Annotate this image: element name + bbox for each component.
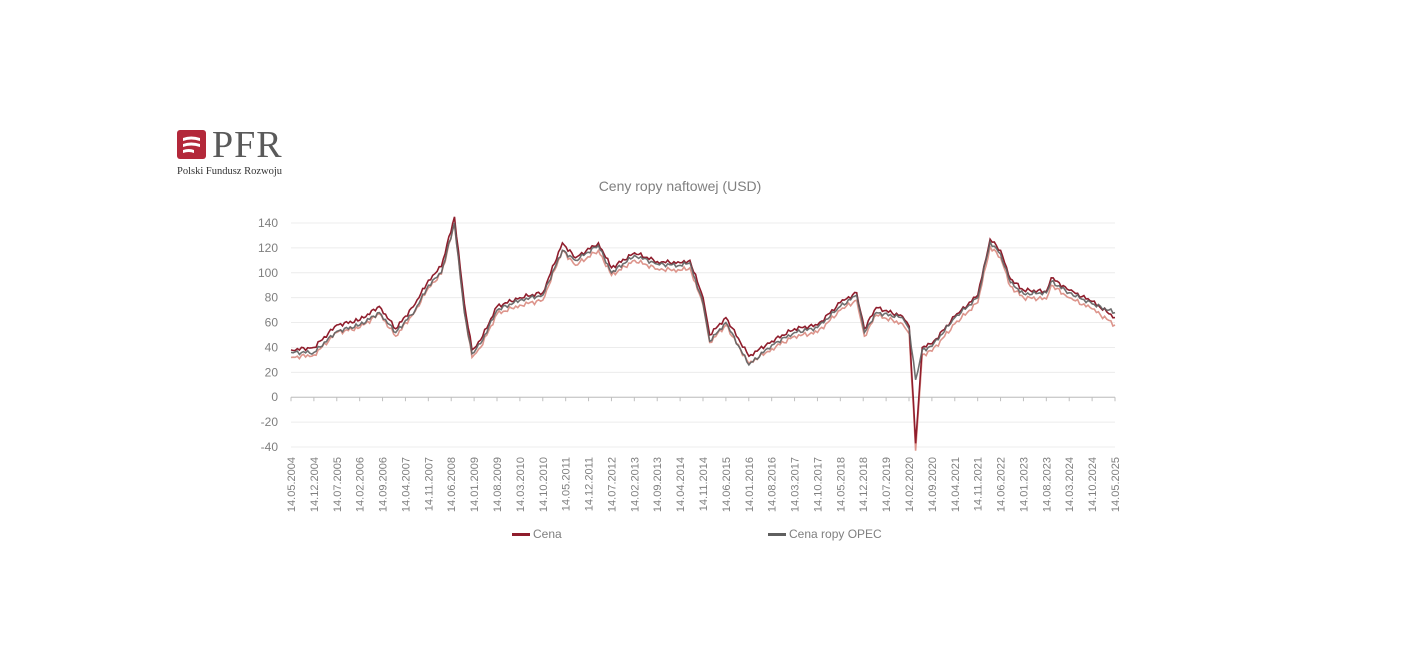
x-tick-label: 14.10.2010 xyxy=(538,457,550,512)
x-tick-label: 14.03.2010 xyxy=(515,457,527,512)
x-tick-label: 14.06.2008 xyxy=(446,457,458,512)
y-tick-label: 140 xyxy=(258,216,278,230)
x-tick-label: 14.08.2016 xyxy=(767,457,779,512)
x-tick-label: 14.04.2021 xyxy=(950,457,962,512)
legend-label-cena: Cena xyxy=(533,527,562,541)
y-tick-label: -40 xyxy=(261,440,279,454)
x-tick-label: 14.10.2024 xyxy=(1087,457,1099,512)
series-line-cena xyxy=(290,216,1116,444)
legend-item-cena: Cena xyxy=(512,527,562,541)
x-tick-label: 14.06.2022 xyxy=(996,457,1008,512)
logo-subtitle: Polski Fundusz Rozwoju xyxy=(177,166,283,177)
x-tick-label: 14.03.2017 xyxy=(790,457,802,512)
legend-item-opec: Cena ropy OPEC xyxy=(768,527,882,541)
x-tick-label: 14.12.2011 xyxy=(584,457,596,511)
series-line-opec xyxy=(290,222,1116,381)
x-tick-label: 14.01.2009 xyxy=(469,457,481,512)
logo-brand: PFR xyxy=(212,124,283,166)
x-tick-label: 14.09.2006 xyxy=(378,457,390,512)
pfr-logo: PFR Polski Fundusz Rozwoju xyxy=(177,124,317,180)
y-tick-label: 80 xyxy=(265,291,279,305)
x-tick-label: 14.05.2004 xyxy=(286,457,298,512)
x-tick-label: 14.08.2009 xyxy=(492,457,504,512)
x-tick-label: 14.02.2020 xyxy=(904,457,916,512)
y-tick-label: -20 xyxy=(261,415,279,429)
y-tick-label: 120 xyxy=(258,241,278,255)
chart-title: Ceny ropy naftowej (USD) xyxy=(598,178,762,194)
y-tick-label: 20 xyxy=(265,365,279,379)
x-tick-label: 14.02.2006 xyxy=(355,457,367,512)
x-tick-label: 14.11.2021 xyxy=(973,457,985,511)
y-tick-label: 100 xyxy=(258,266,278,280)
x-tick-label: 14.10.2017 xyxy=(812,457,824,512)
x-tick-label: 14.03.2024 xyxy=(1064,457,1076,512)
legend-swatch-cena xyxy=(512,532,530,536)
x-tick-label: 14.07.2019 xyxy=(881,457,893,512)
y-tick-label: 60 xyxy=(265,316,279,330)
x-tick-label: 14.05.2025 xyxy=(1110,457,1122,512)
legend-label-opec: Cena ropy OPEC xyxy=(789,527,882,541)
x-tick-label: 14.04.2007 xyxy=(400,457,412,512)
x-tick-label: 14.04.2014 xyxy=(675,457,687,512)
x-tick-label: 14.07.2012 xyxy=(606,457,618,512)
x-tick-label: 14.09.2013 xyxy=(652,457,664,512)
x-tick-label: 14.12.2018 xyxy=(858,457,870,512)
x-tick-label: 14.11.2014 xyxy=(698,457,710,511)
y-tick-label: 0 xyxy=(271,390,278,404)
x-tick-label: 14.01.2016 xyxy=(744,457,756,512)
x-tick-label: 14.05.2011 xyxy=(561,457,573,511)
pfr-logo-icon xyxy=(177,130,206,159)
x-tick-label: 14.06.2015 xyxy=(721,457,733,512)
x-tick-label: 14.12.2004 xyxy=(309,457,321,512)
x-tick-label: 14.01.2023 xyxy=(1018,457,1030,512)
x-tick-label: 14.09.2020 xyxy=(927,457,939,512)
legend-swatch-opec xyxy=(768,532,786,536)
x-tick-label: 14.05.2018 xyxy=(835,457,847,512)
series-line-cena-band xyxy=(290,223,1116,451)
x-tick-label: 14.08.2023 xyxy=(1041,457,1053,512)
x-tick-label: 14.02.2013 xyxy=(629,457,641,512)
y-tick-label: 40 xyxy=(265,340,279,354)
x-tick-label: 14.11.2007 xyxy=(423,457,435,511)
x-tick-label: 14.07.2005 xyxy=(332,457,344,512)
